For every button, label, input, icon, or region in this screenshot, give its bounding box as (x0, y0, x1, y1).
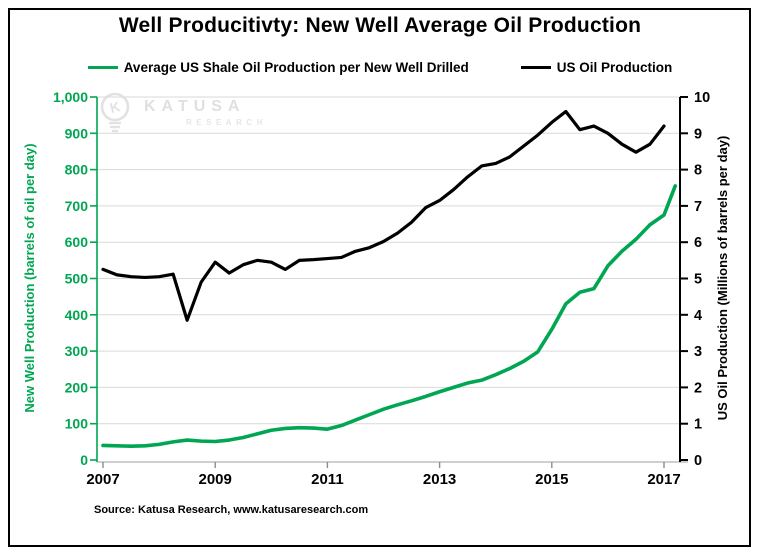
figure-border (8, 8, 751, 547)
left-tick-label: 100 (65, 416, 89, 432)
x-tick-label: 2017 (647, 471, 680, 488)
x-axis: 2007 2009 2011 2013 2015 2017 (86, 461, 688, 488)
left-tick-label: 800 (65, 162, 89, 178)
chart-title: Well Producitivty: New Well Average Oil … (118, 14, 642, 37)
katusa-watermark: K KATUSA RESEARCH (96, 90, 267, 138)
legend-line-swatch-black (520, 66, 551, 69)
right-tick-label: 3 (694, 344, 702, 360)
left-tick-label: 600 (65, 234, 89, 250)
right-tick-label: 0 (694, 453, 702, 469)
left-tick-label: 0 (80, 452, 88, 468)
left-tick-label: 900 (65, 125, 89, 141)
legend: Average US Shale Oil Production per New … (0, 60, 760, 75)
katusa-lightbulb-icon: K (100, 92, 130, 133)
right-axis-title: US Oil Production (Millions of barrels p… (715, 135, 730, 421)
y-axis-left: 1,000 900 800 700 600 500 400 300 200 100 0 (53, 89, 98, 468)
right-tick-label: 7 (694, 199, 702, 215)
shale-per-well-line (101, 184, 678, 449)
watermark-brand: KATUSA (144, 98, 246, 115)
x-tick-label: 2011 (311, 471, 344, 488)
x-tick-label: 2015 (535, 471, 568, 488)
x-tick-label: 2009 (199, 471, 232, 488)
legend-item-us-oil: US Oil Production (520, 60, 673, 75)
legend-label: Average US Shale Oil Production per New … (123, 60, 469, 75)
watermark-text: KATUSA RESEARCH (144, 98, 267, 127)
watermark-sub: RESEARCH (186, 118, 267, 127)
legend-label: US Oil Production (556, 60, 673, 75)
right-tick-label: 5 (694, 272, 702, 288)
x-tick-label: 2013 (423, 471, 456, 488)
right-tick-label: 6 (694, 235, 702, 251)
right-tick-label: 1 (694, 417, 702, 433)
left-tick-label: 1,000 (53, 89, 88, 105)
us-oil-production-line (101, 109, 666, 322)
legend-line-swatch-green (87, 66, 118, 69)
left-tick-label: 500 (65, 271, 89, 287)
legend-item-shale: Average US Shale Oil Production per New … (87, 60, 469, 75)
right-tick-label: 2 (694, 380, 702, 396)
left-tick-label: 400 (65, 307, 89, 323)
left-tick-label: 300 (65, 343, 89, 359)
left-axis-title: New Well Production (barrels of oil per … (22, 143, 37, 413)
right-tick-label: 4 (694, 308, 702, 324)
left-tick-label: 700 (65, 198, 89, 214)
svg-text:K: K (108, 98, 122, 116)
left-tick-label: 200 (65, 379, 89, 395)
source-note: Source: Katusa Research, www.katusaresea… (94, 504, 369, 516)
gridlines (97, 96, 680, 425)
right-tick-label: 9 (694, 126, 702, 142)
right-tick-label: 10 (694, 90, 710, 106)
x-tick-label: 2007 (86, 471, 119, 488)
right-tick-label: 8 (694, 163, 702, 179)
